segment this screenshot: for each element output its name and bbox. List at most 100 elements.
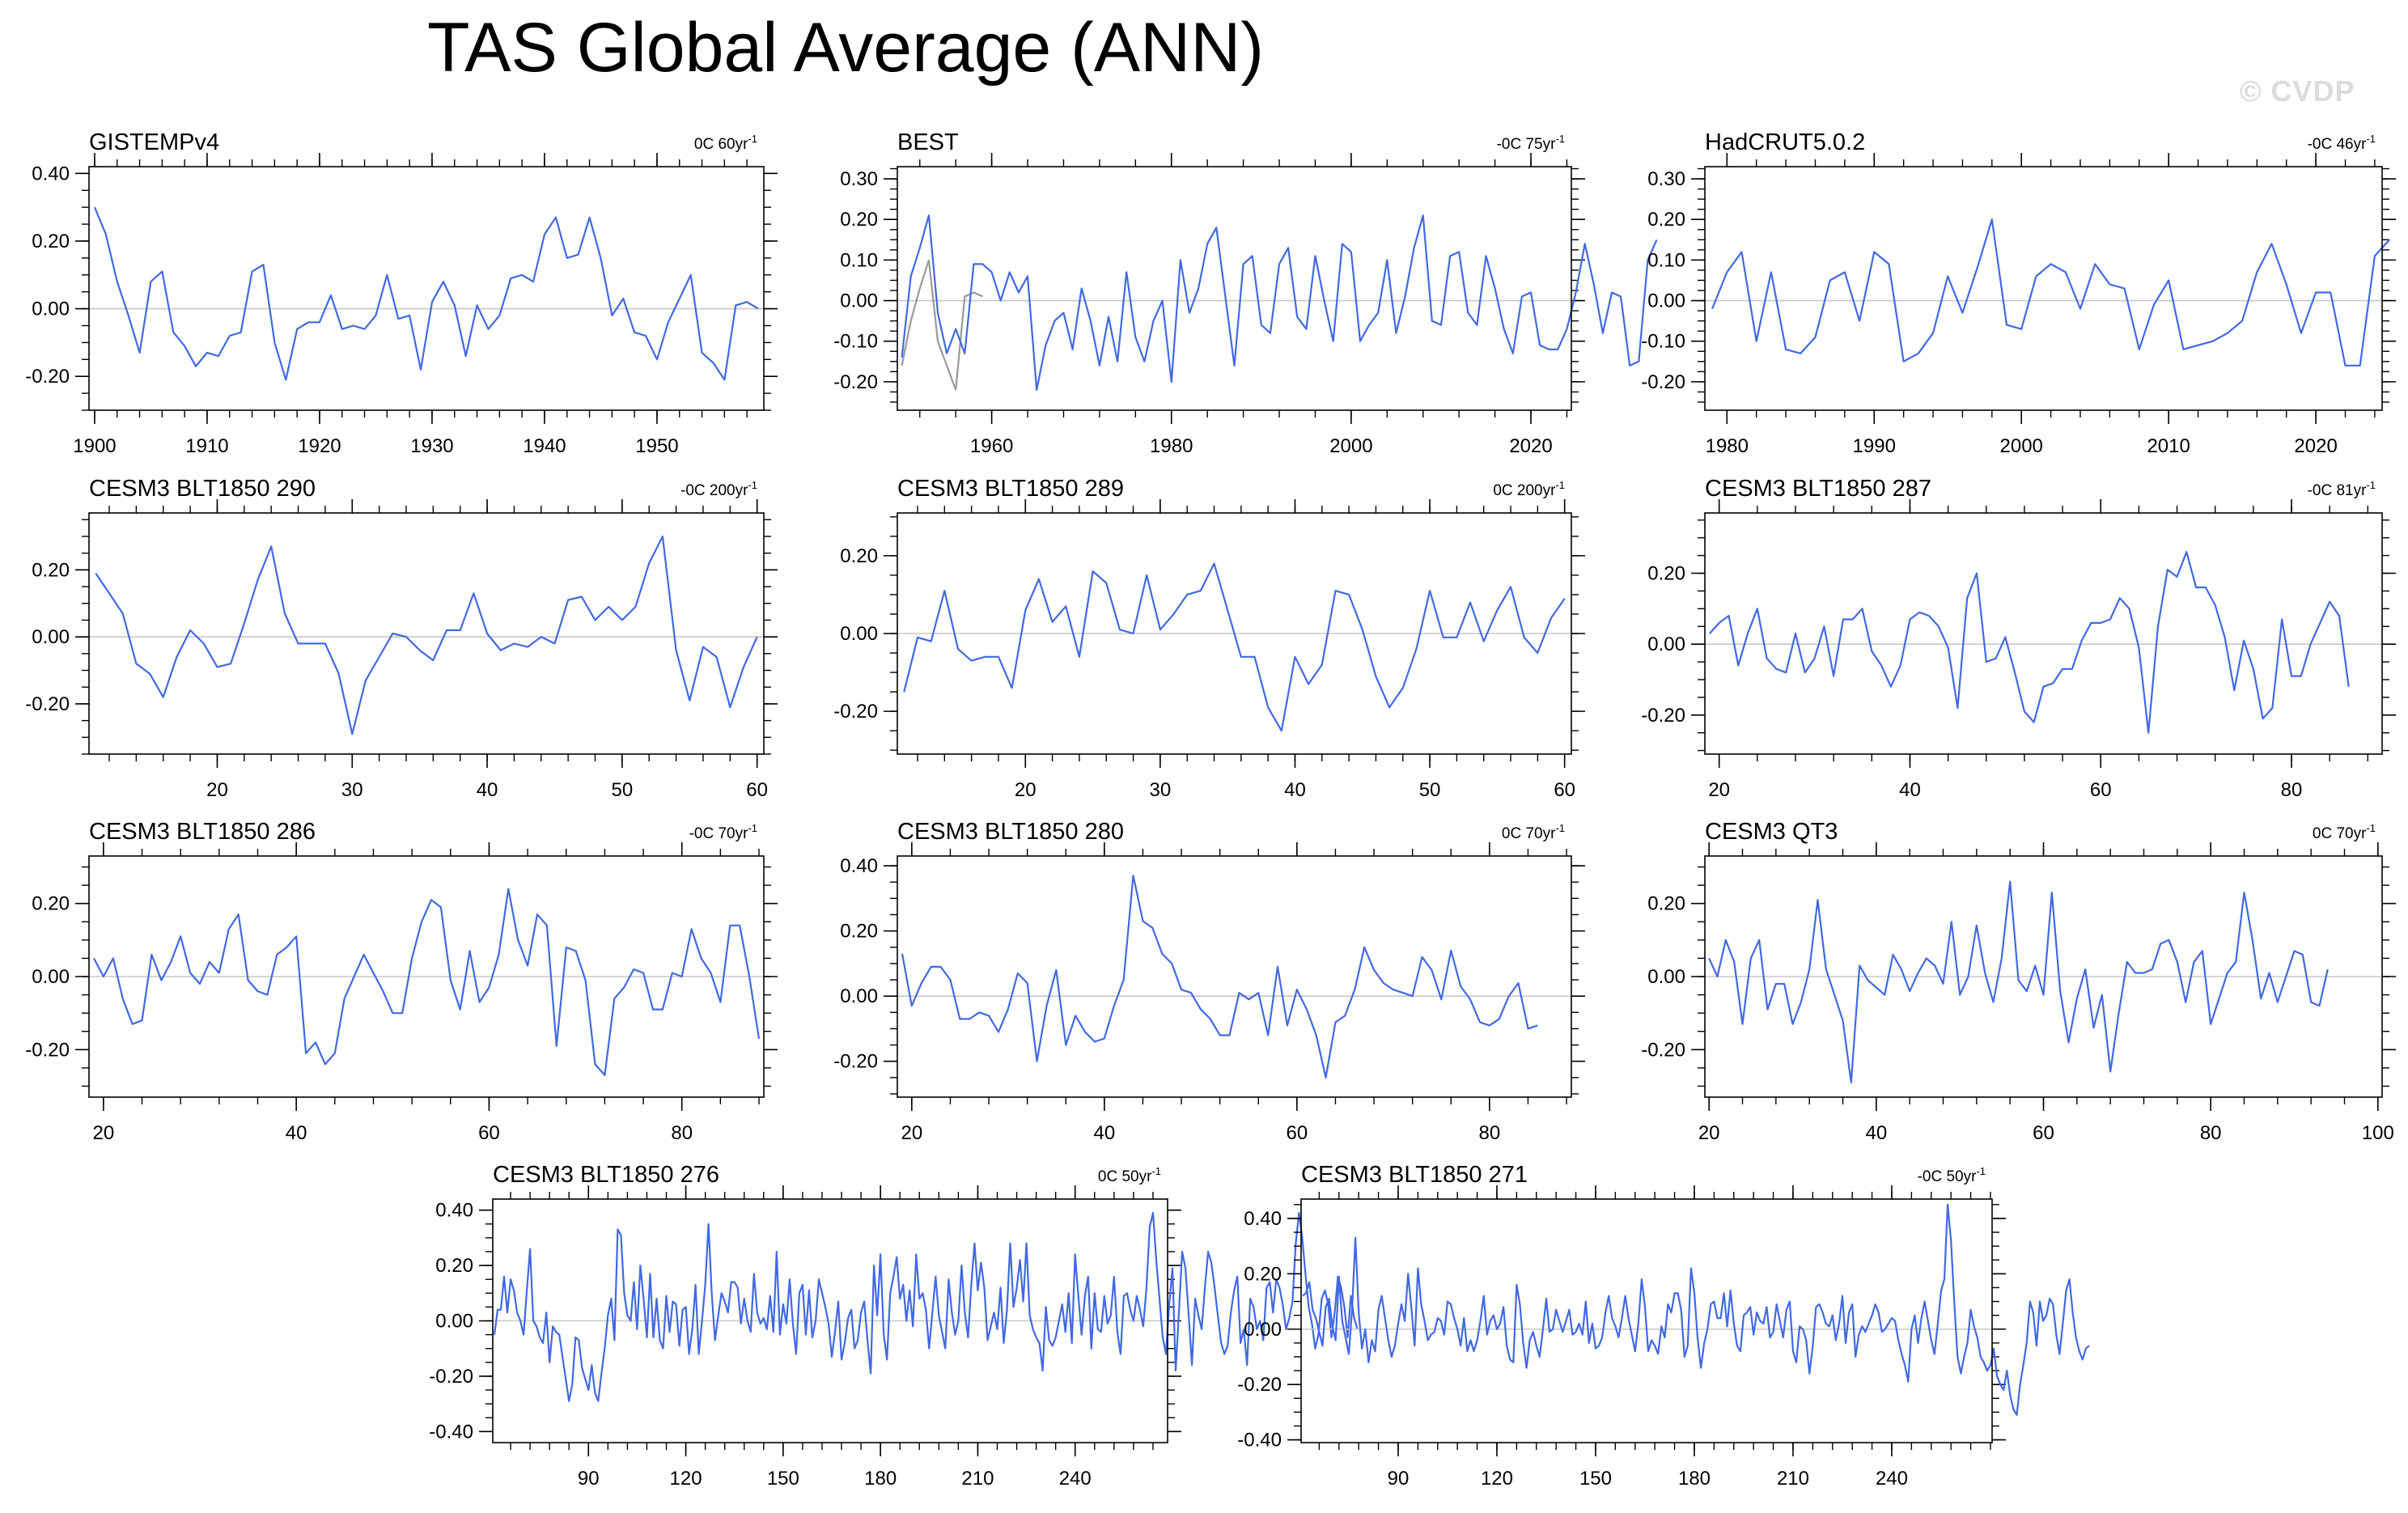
x-tick-label: 1950 [635, 435, 678, 457]
trend-label: 0C 60yr-1 [694, 133, 757, 153]
x-tick-label: 40 [1284, 779, 1306, 801]
x-tick-label: 120 [670, 1468, 702, 1490]
series-line [1711, 218, 2390, 367]
y-tick-label: -0.20 [25, 1039, 70, 1061]
x-tick-label: 20 [1015, 779, 1037, 801]
x-tick-label: 1930 [410, 435, 453, 457]
plot-frame [1300, 1198, 1993, 1443]
page-title: TAS Global Average (ANN) [426, 9, 1264, 87]
trend-label: -0C 75yr-1 [1497, 133, 1565, 153]
x-tick-label: 2020 [2294, 435, 2337, 457]
y-tick-label: 0.40 [840, 855, 878, 877]
y-tick-label: 0.10 [1647, 249, 1685, 271]
y-tick-label: 0.20 [435, 1255, 473, 1277]
chart-panel-4: 20 30 40 50 60 -0.20 0.00 0.20 CESM3 BLT1850 290… [25, 476, 778, 801]
y-tick-label: 0.00 [1244, 1319, 1282, 1341]
x-tick-label: 1980 [1706, 435, 1749, 457]
y-tick-label: -0.10 [833, 331, 878, 353]
x-tick-label: 40 [286, 1122, 307, 1144]
x-tick-label: 80 [671, 1122, 693, 1144]
secondary-series-line [901, 260, 983, 391]
x-tick-label: 90 [1388, 1468, 1410, 1490]
x-tick-label: 1980 [1150, 435, 1193, 457]
y-tick-label: -0.20 [25, 693, 70, 715]
series-line [901, 875, 1538, 1079]
y-tick-label: 0.20 [1647, 893, 1685, 915]
y-tick-label: -0.40 [1237, 1430, 1282, 1452]
y-tick-label: 0.40 [1244, 1208, 1282, 1230]
y-tick-label: 0.00 [32, 299, 70, 320]
x-tick-label: 2000 [2000, 435, 2043, 457]
series-line [903, 562, 1566, 732]
y-tick-label: 0.00 [840, 623, 878, 645]
plot-frame [88, 512, 765, 755]
y-tick-label: -0.20 [833, 701, 878, 723]
x-tick-label: 20 [901, 1122, 922, 1144]
panel-title: CESM3 BLT1850 271 [1301, 1162, 1528, 1188]
y-tick-label: -0.20 [1237, 1374, 1282, 1396]
x-tick-label: 40 [1093, 1122, 1115, 1144]
chart-panel-1: 1900 1910 1920 1930 1940 1950 -0.20 0.00 0.20 0.4… [25, 129, 778, 457]
x-tick-label: 90 [578, 1468, 600, 1490]
y-tick-label: 0.00 [32, 966, 70, 988]
x-tick-label: 120 [1481, 1468, 1513, 1490]
x-tick-label: 210 [1777, 1468, 1809, 1490]
y-tick-label: 0.40 [435, 1200, 473, 1222]
plot-frame [492, 1198, 1168, 1443]
y-tick-label: 0.00 [435, 1311, 473, 1333]
panel-title: CESM3 BLT1850 289 [897, 476, 1124, 502]
plot-frame [1704, 855, 2383, 1098]
x-tick-label: 1900 [73, 435, 116, 457]
series-line [1302, 1203, 2090, 1416]
x-tick-label: 50 [1419, 779, 1441, 801]
x-tick-label: 60 [2033, 1122, 2054, 1144]
y-tick-label: -0.10 [1641, 331, 1685, 353]
series-line [93, 888, 761, 1077]
panel-title: CESM3 BLT1850 286 [89, 819, 316, 845]
series-line [1709, 551, 2350, 734]
y-tick-label: 0.00 [840, 290, 878, 312]
plot-frame [1704, 166, 2383, 411]
panel-title: BEST [897, 129, 959, 155]
chart-panel-7: 20 40 60 80 -0.20 0.00 0.20 CESM3 BLT1850 286 -0… [25, 819, 778, 1144]
y-tick-label: 0.00 [840, 985, 878, 1007]
y-tick-label: 0.20 [1244, 1263, 1282, 1285]
y-tick-label: 0.00 [1647, 290, 1685, 312]
x-tick-label: 40 [1899, 779, 1921, 801]
trend-label: -0C 46yr-1 [2308, 133, 2376, 153]
y-tick-label: 0.20 [840, 921, 878, 943]
watermark: © CVDP [2240, 74, 2355, 108]
x-tick-label: 180 [1678, 1468, 1711, 1490]
x-tick-label: 1960 [970, 435, 1013, 457]
y-tick-label: 0.20 [32, 559, 70, 581]
x-tick-label: 20 [93, 1122, 115, 1144]
chart-panel-2: 1960 1980 2000 2020 -0.20 -0.10 0.00 0.10 0.20 0.… [833, 129, 1658, 457]
x-tick-label: 40 [477, 779, 498, 801]
x-tick-label: 1940 [523, 435, 566, 457]
chart-panel-3: 1980 1990 2000 2010 2020 -0.20 -0.10 0.00 0.10 0.… [1641, 129, 2396, 457]
x-tick-label: 1920 [298, 435, 341, 457]
x-tick-label: 240 [1876, 1468, 1908, 1490]
trend-label: -0C 70yr-1 [689, 822, 757, 842]
x-tick-label: 2010 [2147, 435, 2190, 457]
y-tick-label: 0.40 [32, 163, 70, 184]
x-tick-label: 40 [1865, 1122, 1887, 1144]
x-tick-label: 60 [478, 1122, 500, 1144]
chart-panel-5: 20 30 40 50 60 -0.20 0.00 0.20 CESM3 BLT1850 289… [833, 476, 1585, 801]
x-tick-label: 80 [2200, 1122, 2222, 1144]
y-tick-label: 0.00 [1647, 634, 1685, 655]
x-tick-label: 2000 [1329, 435, 1372, 457]
x-tick-label: 60 [1286, 1122, 1308, 1144]
y-tick-label: 0.20 [32, 893, 70, 915]
x-tick-label: 50 [612, 779, 634, 801]
x-tick-label: 20 [1708, 779, 1730, 801]
series-line [493, 1211, 1359, 1402]
x-tick-label: 150 [767, 1468, 799, 1490]
y-tick-label: 0.20 [32, 231, 70, 252]
series-line [901, 214, 1658, 391]
plot-frame [897, 166, 1572, 411]
plot-frame [88, 166, 765, 411]
x-tick-label: 210 [961, 1468, 994, 1490]
y-tick-label: 0.20 [840, 209, 878, 231]
